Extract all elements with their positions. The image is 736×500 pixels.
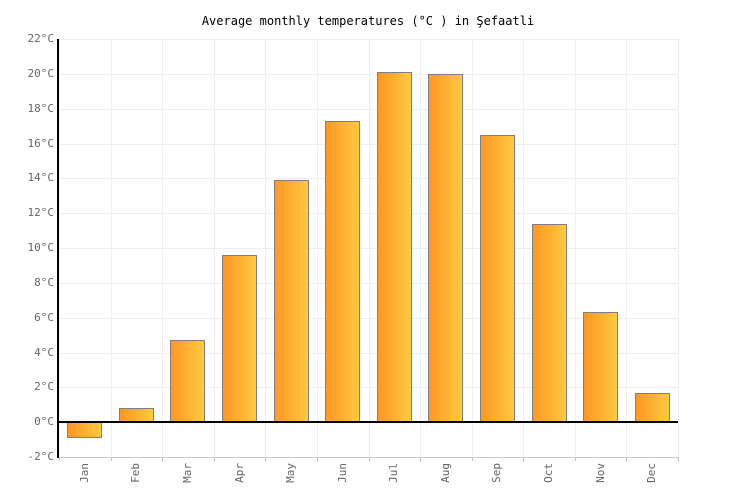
y-axis-label: 12°C: [27, 206, 55, 219]
bar-jan: [67, 422, 102, 438]
x-axis-label: Sep: [490, 463, 503, 483]
x-axis-tick: [111, 457, 112, 461]
x-axis-tick: [265, 457, 266, 461]
x-gridline: [472, 39, 473, 457]
x-gridline: [626, 39, 627, 457]
y-gridline: [59, 74, 678, 75]
x-gridline: [265, 39, 266, 457]
bar-mar: [170, 340, 205, 422]
y-gridline: [59, 387, 678, 388]
bar-sep: [480, 135, 515, 422]
x-axis-label: Nov: [594, 463, 607, 483]
x-axis-tick: [214, 457, 215, 461]
bar-may: [274, 180, 309, 422]
y-gridline: [59, 318, 678, 319]
x-axis-label: Apr: [233, 463, 246, 483]
y-gridline: [59, 178, 678, 179]
x-gridline: [214, 39, 215, 457]
y-axis-label: 8°C: [34, 276, 54, 289]
bar-feb: [119, 408, 154, 422]
y-axis-label: 22°C: [27, 32, 55, 45]
y-axis-label: 4°C: [34, 346, 54, 359]
bar-dec: [635, 393, 670, 423]
x-gridline: [317, 39, 318, 457]
x-gridline: [369, 39, 370, 457]
x-axis-label: Jun: [336, 463, 349, 483]
y-axis-label: 18°C: [27, 102, 55, 115]
y-gridline: [59, 39, 678, 40]
x-axis-tick: [626, 457, 627, 461]
y-gridline: [59, 213, 678, 214]
y-axis-label: 2°C: [34, 380, 54, 393]
y-gridline: [59, 353, 678, 354]
x-axis-label: May: [284, 463, 297, 483]
x-axis-label: Dec: [645, 463, 658, 483]
x-gridline: [111, 39, 112, 457]
bar-jun: [325, 121, 360, 422]
x-gridline: [678, 39, 679, 457]
bar-nov: [583, 312, 618, 422]
x-axis-tick: [575, 457, 576, 461]
bar-oct: [532, 224, 567, 423]
bar-apr: [222, 255, 257, 422]
zero-line: [59, 421, 678, 423]
x-axis-label: Mar: [181, 463, 194, 483]
x-axis-tick: [523, 457, 524, 461]
x-gridline: [162, 39, 163, 457]
y-gridline: [59, 283, 678, 284]
y-axis-label: 16°C: [27, 137, 55, 150]
x-axis-tick: [369, 457, 370, 461]
y-axis-label: -2°C: [27, 450, 55, 463]
x-axis-tick: [162, 457, 163, 461]
x-axis-tick: [472, 457, 473, 461]
bar-aug: [428, 74, 463, 422]
x-axis-label: Jan: [78, 463, 91, 483]
chart-title: Average monthly temperatures (°C ) in Şe…: [201, 14, 535, 28]
x-axis-tick: [59, 457, 60, 461]
x-axis-tick: [420, 457, 421, 461]
x-axis-label: Aug: [439, 463, 452, 483]
x-gridline: [59, 39, 60, 457]
x-gridline: [420, 39, 421, 457]
y-axis-line: [57, 39, 59, 458]
y-axis-label: 6°C: [34, 311, 54, 324]
x-axis-label: Oct: [542, 463, 555, 483]
x-axis-label: Feb: [129, 463, 142, 483]
y-axis-label: 20°C: [27, 67, 55, 80]
x-axis-line: [59, 457, 678, 458]
x-axis-label: Jul: [387, 463, 400, 483]
x-axis-tick: [678, 457, 679, 461]
x-axis-tick: [317, 457, 318, 461]
y-gridline: [59, 248, 678, 249]
bar-jul: [377, 72, 412, 422]
y-axis-label: 0°C: [34, 415, 54, 428]
x-gridline: [523, 39, 524, 457]
y-axis-label: 14°C: [27, 171, 55, 184]
y-gridline: [59, 144, 678, 145]
x-gridline: [575, 39, 576, 457]
y-axis-label: 10°C: [27, 241, 55, 254]
y-gridline: [59, 109, 678, 110]
